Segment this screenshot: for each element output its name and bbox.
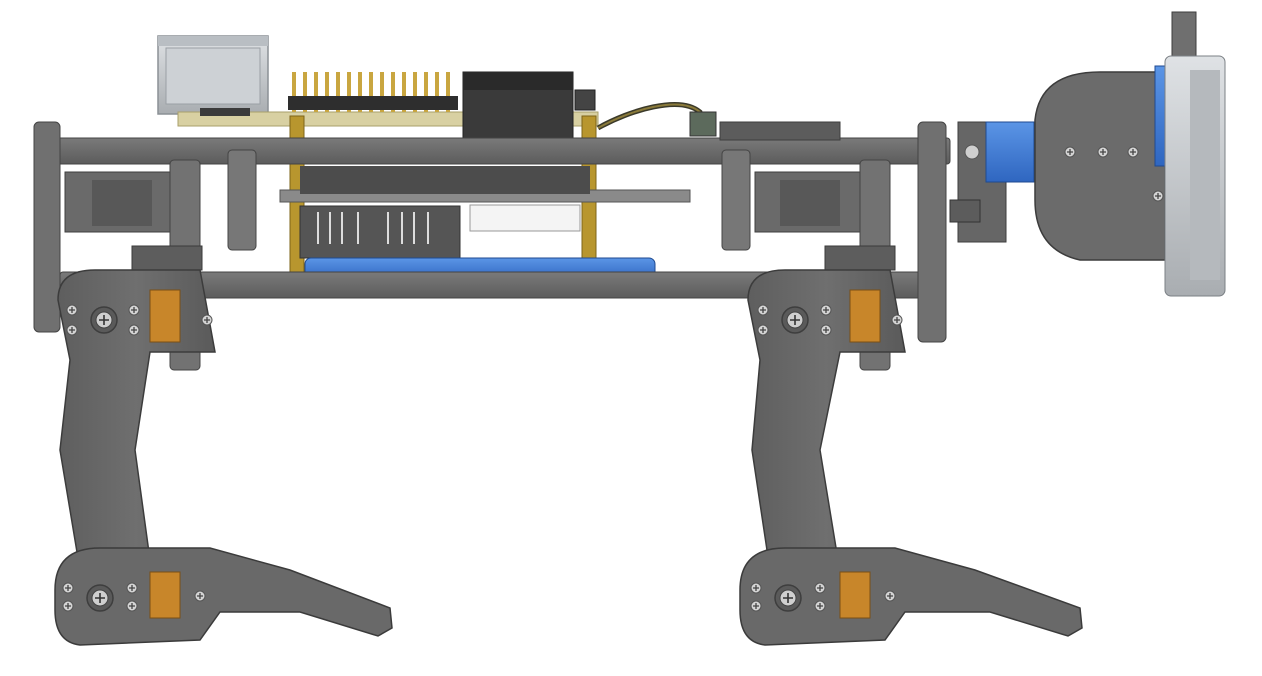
foot-icon	[54, 547, 393, 646]
top-frame-plate	[33, 121, 951, 165]
header-pin	[435, 72, 439, 112]
header-pin-base	[288, 96, 458, 110]
header-pin	[446, 72, 450, 112]
header-pin	[369, 72, 373, 112]
front-side-bracket	[33, 121, 947, 343]
header-pin	[380, 72, 384, 112]
header-pin	[314, 72, 318, 112]
header-pin	[391, 72, 395, 112]
servo-driver-board	[279, 166, 691, 259]
header-pin	[303, 72, 307, 112]
front-leg	[54, 159, 393, 646]
header-pin	[402, 72, 406, 112]
servo-horn-icon	[90, 306, 118, 334]
header-pin	[358, 72, 362, 112]
head-sensor-icon	[949, 11, 1226, 297]
header-pin	[325, 72, 329, 112]
hind-leg	[739, 159, 1083, 646]
cable	[596, 102, 717, 137]
header-pin	[336, 72, 340, 112]
header-pin	[347, 72, 351, 112]
black-module	[462, 71, 596, 145]
ethernet-connector	[157, 35, 269, 115]
header-pins	[288, 72, 458, 112]
header-pin	[292, 72, 296, 112]
header-pin	[413, 72, 417, 112]
header-pin	[424, 72, 428, 112]
